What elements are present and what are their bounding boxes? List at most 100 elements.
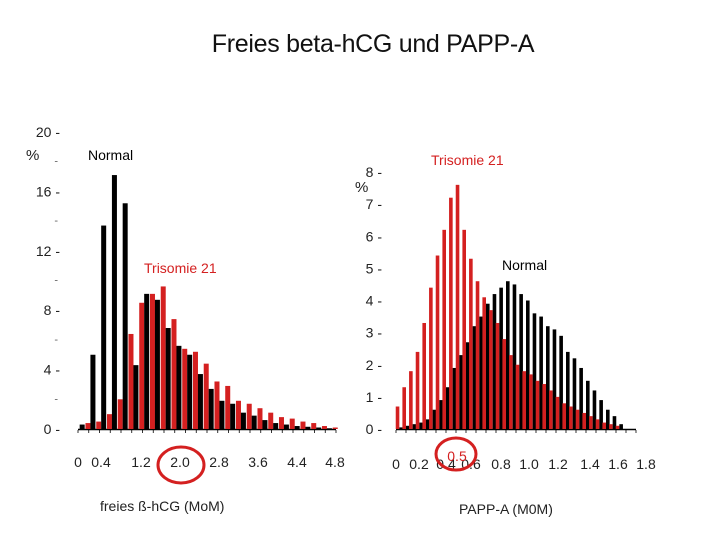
bar-normal xyxy=(546,326,550,429)
bar-trisomie-21 xyxy=(502,339,506,429)
y-tick-label: 0 - xyxy=(44,421,61,437)
bar-trisomie-21 xyxy=(171,319,177,429)
series-label: Trisomie 21 xyxy=(144,260,217,276)
bar-trisomie-21 xyxy=(203,363,209,429)
bar-trisomie-21 xyxy=(332,427,338,429)
bar-normal xyxy=(133,365,139,429)
y-tick-label: 0 - xyxy=(366,421,383,437)
bar-trisomie-21 xyxy=(117,399,123,429)
bar-trisomie-21 xyxy=(602,422,606,429)
y-tick-label: 4 - xyxy=(44,362,61,378)
bar-trisomie-21 xyxy=(85,423,91,429)
bar-normal xyxy=(240,412,246,429)
bar-normal xyxy=(472,326,477,429)
bar-trisomie-21 xyxy=(562,403,566,429)
bar-trisomie-21 xyxy=(615,425,620,429)
bar-trisomie-21 xyxy=(235,400,241,429)
bar-trisomie-21 xyxy=(495,322,500,429)
bar-normal xyxy=(111,175,117,429)
bar-trisomie-21 xyxy=(569,406,573,429)
bar-normal xyxy=(566,351,570,429)
bar-normal xyxy=(412,424,417,429)
bar-normal xyxy=(446,387,450,429)
bar-trisomie-21 xyxy=(442,229,446,429)
bar-trisomie-21 xyxy=(449,197,453,429)
bar-trisomie-21 xyxy=(160,286,166,429)
bar-trisomie-21 xyxy=(522,371,526,429)
bar-trisomie-21 xyxy=(609,424,613,429)
x-tick-label: 0.8 xyxy=(491,456,511,472)
y-minor-tick: - xyxy=(54,215,58,227)
bar-normal xyxy=(552,329,557,429)
y-tick-label: 8 - xyxy=(366,164,383,180)
bar-trisomie-21 xyxy=(422,322,426,429)
bar-normal xyxy=(432,409,437,429)
bar-normal xyxy=(187,354,193,429)
bar-normal xyxy=(79,424,85,429)
highlight-circle xyxy=(156,445,206,485)
bar-normal xyxy=(532,313,537,429)
bar-normal xyxy=(599,400,603,429)
x-tick-label: 2.8 xyxy=(209,454,229,470)
y-tick-label: 16 - xyxy=(36,183,60,199)
x-tick-label: 0 xyxy=(74,454,82,470)
bar-normal xyxy=(419,422,423,429)
bar-normal xyxy=(619,424,623,429)
bar-normal xyxy=(526,300,530,429)
bar-trisomie-21 xyxy=(455,184,460,429)
bar-trisomie-21 xyxy=(96,421,102,429)
bar-normal xyxy=(399,427,403,429)
bar-trisomie-21 xyxy=(149,293,155,429)
highlight-circle xyxy=(434,436,478,472)
bar-normal xyxy=(326,428,332,429)
x-tick-label: 0.2 xyxy=(409,456,429,472)
chart-papp-a: 0 -1 -2 -3 -4 -5 -6 -7 -8 -%0 0.2 0.4 0.6 0.… xyxy=(355,152,656,472)
bar-normal xyxy=(606,409,610,429)
x-tick-label: 1.2 xyxy=(548,456,568,472)
bar-normal xyxy=(90,354,96,429)
bar-trisomie-21 xyxy=(192,351,198,429)
y-minor-tick: - xyxy=(54,275,58,287)
bar-normal xyxy=(612,416,617,429)
bar-normal xyxy=(262,420,268,429)
bar-normal xyxy=(586,380,590,429)
series-label: Normal xyxy=(502,257,547,273)
y-tick-label: 2 - xyxy=(366,357,383,373)
bar-normal xyxy=(426,419,430,429)
bar-trisomie-21 xyxy=(462,229,466,429)
bar-trisomie-21 xyxy=(429,287,433,429)
bar-normal xyxy=(101,225,107,429)
bar-normal xyxy=(466,342,470,429)
bar-trisomie-21 xyxy=(435,255,440,429)
bar-trisomie-21 xyxy=(268,412,274,429)
bar-trisomie-21 xyxy=(555,396,560,429)
x-tick-label: 0.4 xyxy=(436,456,456,472)
y-tick-label: 8 - xyxy=(44,302,61,318)
bar-trisomie-21 xyxy=(246,403,252,429)
x-tick-label: 3.6 xyxy=(248,454,268,470)
x-tick-label: 1.4 xyxy=(580,456,600,472)
bar-normal xyxy=(492,294,497,429)
bar-trisomie-21 xyxy=(289,418,295,429)
bar-normal xyxy=(251,415,257,429)
bar-trisomie-21 xyxy=(509,355,513,429)
bar-trisomie-21 xyxy=(575,409,580,429)
y-minor-tick: - xyxy=(54,156,58,168)
bar-trisomie-21 xyxy=(475,281,480,429)
page-title: Freies beta-hCG und PAPP-A xyxy=(211,30,535,58)
x-tick-label: 2.0 xyxy=(170,454,190,470)
x-tick-label: 4.4 xyxy=(287,454,307,470)
bar-trisomie-21 xyxy=(549,390,553,429)
x-tick-label: 1.6 xyxy=(608,456,628,472)
bar-normal xyxy=(273,423,279,429)
bar-normal xyxy=(459,355,463,429)
bar-trisomie-21 xyxy=(402,387,406,429)
x-tick-label: 0 xyxy=(392,456,400,472)
y-tick-label: 12 - xyxy=(36,243,60,259)
bar-normal xyxy=(122,203,128,429)
bar-normal xyxy=(479,316,483,429)
bar-normal xyxy=(512,284,517,429)
bar-trisomie-21 xyxy=(214,381,220,429)
bar-trisomie-21 xyxy=(321,426,327,429)
